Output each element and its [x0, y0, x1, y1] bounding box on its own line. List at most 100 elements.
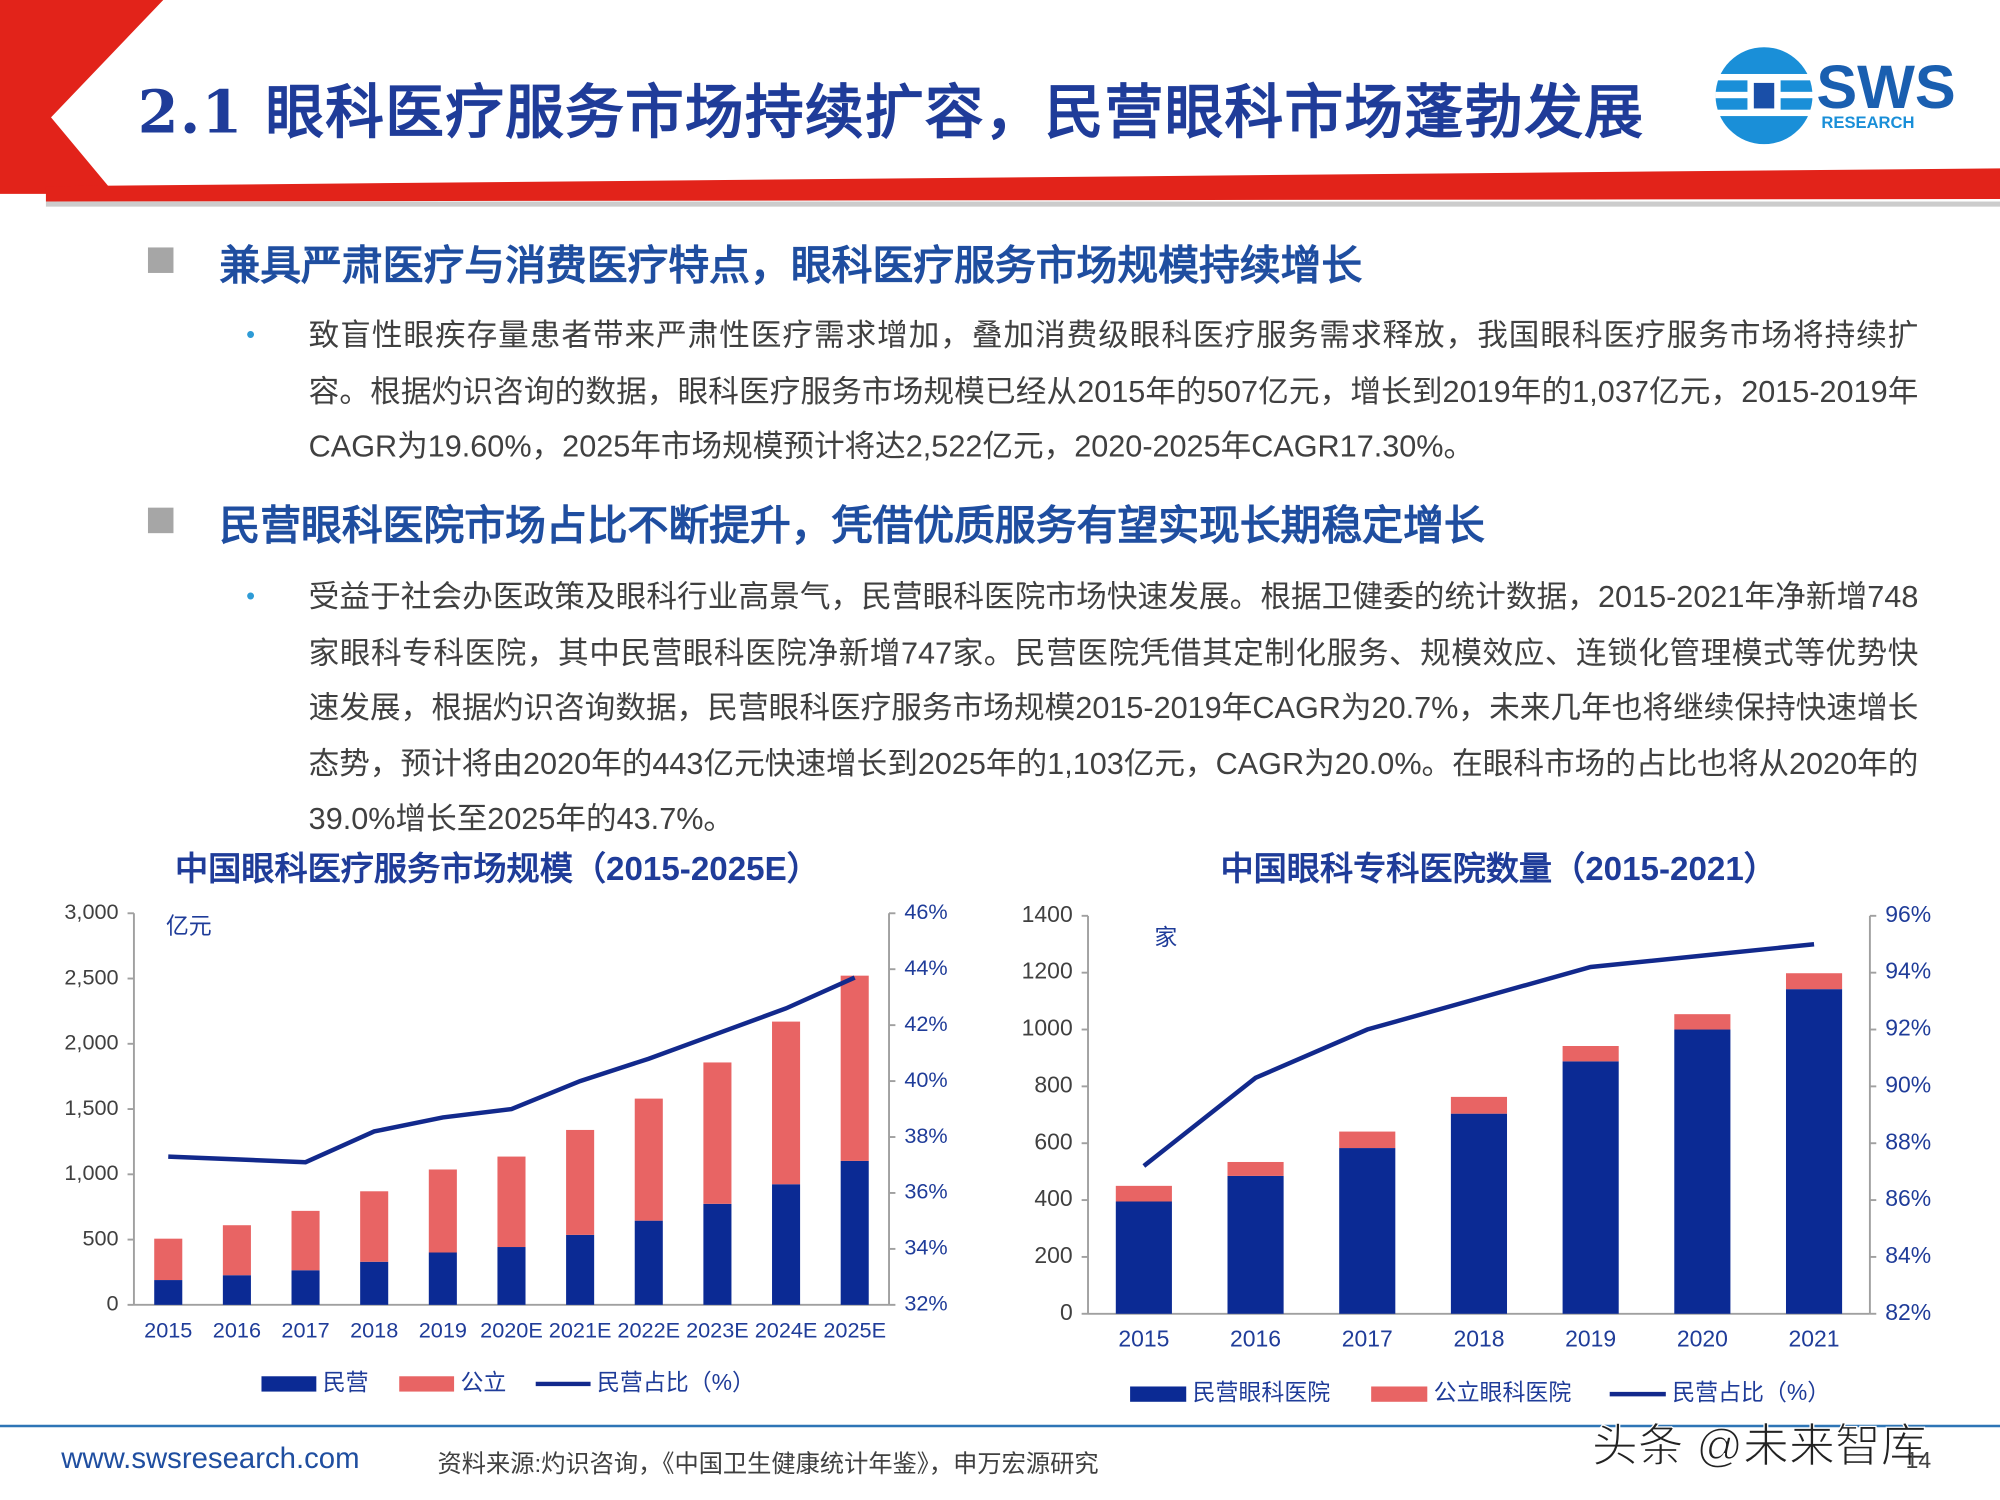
legend-label: 民营占比（%）	[1672, 1379, 1830, 1405]
x-tick-label: 2025E	[823, 1317, 886, 1342]
section-heading: 兼具严肃医疗与消费医疗特点，眼科医疗服务市场规模持续增长	[219, 242, 1363, 289]
y-tick-label: 0	[1060, 1299, 1073, 1325]
heading-marker	[147, 507, 174, 534]
watermark: 头条 @未来智库	[1591, 1419, 1927, 1473]
legend-label: 民营眼科医院	[1193, 1379, 1331, 1405]
logo-text: SWS	[1816, 53, 1955, 121]
x-tick-label: 2018	[350, 1317, 398, 1342]
title-bar	[45, 168, 2000, 202]
y-tick-label: 500	[82, 1225, 118, 1250]
x-tick-label: 2019	[419, 1317, 467, 1342]
bar	[291, 1270, 320, 1305]
y2-tick-label: 32%	[904, 1291, 947, 1316]
bar	[703, 1203, 732, 1305]
charts: 中国眼科医疗服务市场规模（2015-2025E） 亿元 0 500 1,000 1,500…	[64, 850, 1931, 1405]
title-shadow	[45, 201, 2000, 207]
bar	[1674, 1014, 1731, 1030]
bullet-dot: •	[246, 321, 256, 350]
line	[168, 975, 856, 1165]
y-tick-label: 1000	[1022, 1015, 1073, 1041]
x-tick-label: 2020E	[480, 1317, 543, 1342]
bar	[428, 1252, 457, 1305]
bullet-dot: •	[246, 582, 256, 611]
bar	[1227, 1175, 1284, 1314]
bar	[566, 1129, 595, 1235]
x-tick-label: 2018	[1453, 1326, 1504, 1352]
bullet-text: 致盲性眼疾存量患者带来严肃性医疗需求增加，叠加消费级眼科医疗服务需求释放，我国眼…	[308, 318, 1919, 465]
legend-label: 公立	[460, 1369, 506, 1395]
x-tick-label: 2016	[1230, 1326, 1281, 1352]
slide-title: 2.1 眼科医疗服务市场持续扩容，民营眼科市场蓬勃发展	[137, 77, 1645, 147]
bar	[222, 1225, 251, 1276]
y-tick-label: 200	[1034, 1242, 1072, 1268]
y2-tick-label: 40%	[904, 1067, 947, 1092]
y-tick-label: 1,500	[64, 1095, 118, 1120]
chart-title: 中国眼科医疗服务市场规模（2015-2025E）	[175, 850, 820, 888]
bar	[634, 1220, 663, 1305]
website: www.swsresearch.com	[61, 1441, 360, 1475]
legend-swatch	[1130, 1386, 1187, 1402]
line	[1142, 942, 1815, 1168]
bar	[772, 1021, 801, 1185]
bar	[1674, 1029, 1731, 1314]
bar	[360, 1191, 389, 1262]
y-tick-label: 0	[107, 1291, 119, 1316]
bullet-text: 受益于社会办医政策及眼科行业高景气，民营眼科医院市场快速发展。根据卫健委的统计数…	[308, 580, 1919, 837]
x-tick-label: 2019	[1565, 1326, 1616, 1352]
x-tick-label: 2015	[144, 1317, 192, 1342]
legend-swatch	[261, 1376, 317, 1392]
y-tick-label: 2,000	[64, 1030, 118, 1055]
bar	[634, 1098, 663, 1221]
y-tick-label: 600	[1034, 1128, 1072, 1154]
x-tick-label: 2017	[1342, 1326, 1393, 1352]
logo-mark	[1715, 47, 1813, 145]
bar	[1785, 973, 1843, 990]
bar	[1785, 989, 1843, 1314]
bar	[291, 1210, 320, 1271]
y2-tick-label: 82%	[1885, 1299, 1931, 1325]
x-tick-label: 2021	[1789, 1326, 1840, 1352]
bar	[1450, 1113, 1508, 1314]
y2-tick-label: 94%	[1885, 958, 1931, 984]
heading-marker	[147, 247, 174, 273]
chart-title: 中国眼科专科医院数量（2015-2021）	[1221, 850, 1777, 888]
y2-tick-label: 84%	[1885, 1242, 1931, 1268]
y-tick-label: 1400	[1022, 901, 1073, 927]
bar	[1450, 1096, 1508, 1114]
bar	[497, 1156, 526, 1248]
corner-accent	[0, 0, 164, 194]
bar	[1227, 1161, 1284, 1176]
y-tick-label: 1,000	[64, 1160, 118, 1185]
logo-sub: RESEARCH	[1821, 113, 1914, 132]
bar	[1115, 1201, 1172, 1314]
y2-tick-label: 92%	[1885, 1015, 1931, 1041]
x-tick-label: 2023E	[686, 1317, 749, 1342]
page-number: 14	[1905, 1447, 1932, 1474]
y2-tick-label: 42%	[904, 1011, 947, 1036]
y-tick-label: 1200	[1022, 958, 1073, 984]
y-tick-label: 800	[1034, 1071, 1072, 1097]
y2-tick-label: 34%	[904, 1235, 947, 1260]
x-tick-label: 2016	[213, 1317, 261, 1342]
bar	[1115, 1185, 1172, 1202]
bar	[1339, 1148, 1396, 1314]
bar	[1562, 1046, 1619, 1062]
source-note: 资料来源:灼识咨询，《中国卫生健康统计年鉴》，申万宏源研究	[437, 1451, 1099, 1479]
bar	[428, 1169, 457, 1253]
bar	[360, 1261, 389, 1305]
x-tick-label: 2021E	[549, 1317, 612, 1342]
y-tick-label: 3,000	[64, 899, 118, 924]
bar	[154, 1238, 183, 1281]
y2-tick-label: 38%	[904, 1123, 947, 1148]
bar	[840, 975, 869, 1161]
section-heading: 民营眼科医院市场占比不断提升，凭借优质服务有望实现长期稳定增长	[219, 502, 1485, 549]
x-tick-label: 2022E	[617, 1317, 680, 1342]
y-tick-label: 2,500	[64, 964, 118, 989]
bar	[222, 1275, 251, 1305]
legend-label: 公立眼科医院	[1434, 1379, 1572, 1405]
legend-label: 民营	[323, 1369, 369, 1395]
x-tick-label: 2017	[281, 1317, 329, 1342]
